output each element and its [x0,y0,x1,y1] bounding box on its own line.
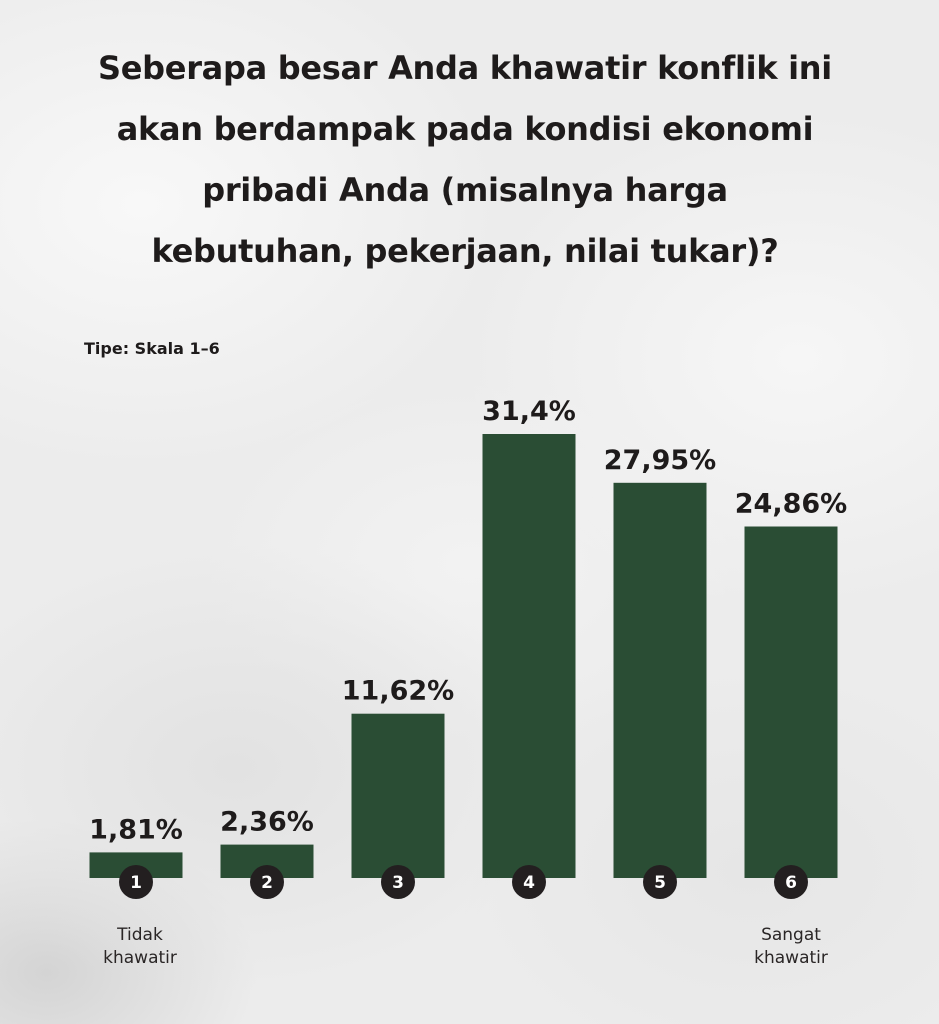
chart-title: Seberapa besar Anda khawatir konflik ini… [60,38,870,282]
category-badge-1: 1 [119,865,153,899]
category-badge-2: 2 [250,865,284,899]
value-label-1: 1,81% [89,814,183,845]
category-badge-4: 4 [512,865,546,899]
category-label-2: 2 [261,873,273,893]
value-label-3: 11,62% [342,676,454,707]
title-line: pribadi Anda (misalnya harga [202,171,728,209]
category-label-4: 4 [523,873,535,893]
value-label-2: 2,36% [220,807,314,838]
bar-3 [351,713,445,878]
value-label-4: 31,4% [482,396,576,427]
low-anchor-line: Tidak [117,925,163,945]
high-anchor-line: Sangat [761,925,821,945]
value-label-5: 27,95% [604,445,716,476]
low-anchor-label: Tidak khawatir [80,924,200,970]
title-line: Seberapa besar Anda khawatir konflik ini [98,49,832,87]
high-anchor-line: khawatir [754,948,828,968]
category-badge-5: 5 [643,865,677,899]
bar-4 [482,434,576,878]
category-badge-6: 6 [774,865,808,899]
category-badge-3: 3 [381,865,415,899]
bar-6 [744,526,838,878]
category-label-6: 6 [785,873,797,893]
value-label-6: 24,86% [735,489,847,520]
title-line: kebutuhan, pekerjaan, nilai tukar)? [151,232,779,270]
title-line: akan berdampak pada kondisi ekonomi [116,110,814,148]
chart-type-label: Tipe: Skala 1–6 [84,339,220,358]
bar-5 [613,482,707,878]
high-anchor-label: Sangat khawatir [731,924,851,970]
low-anchor-line: khawatir [103,948,177,968]
category-label-5: 5 [654,873,666,893]
category-label-3: 3 [392,873,404,893]
category-label-1: 1 [130,873,142,893]
